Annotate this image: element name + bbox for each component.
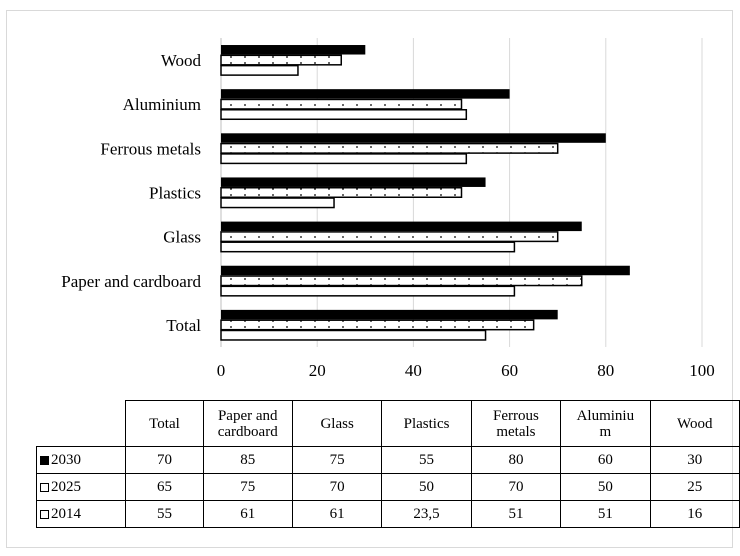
bar-2025: [220, 54, 342, 66]
table-cell: 25: [649, 473, 740, 501]
chart-frame: [6, 10, 733, 548]
col-header-line: cardboard: [217, 423, 278, 440]
x-tick-label: 0: [217, 361, 226, 380]
col-header: Paper and cardboard: [202, 400, 293, 447]
col-header: Wood: [649, 400, 740, 447]
category-label: Plastics: [149, 184, 201, 203]
bar-2014: [220, 109, 468, 121]
legend-cell: 2030: [35, 446, 127, 474]
table-row: 2014 55 61 61 23,5 51 51 16: [35, 500, 740, 528]
table-cell: 75: [202, 473, 293, 501]
legend-key-hollow: [40, 483, 49, 492]
data-table: Total Paper and cardboard Glass Plastics …: [35, 400, 740, 528]
col-header: Glass: [291, 400, 383, 447]
table-cell: 51: [560, 500, 651, 528]
legend-key-solid: [40, 456, 49, 465]
table-cell: 75: [291, 446, 383, 474]
bar-2025: [220, 98, 463, 110]
category-label: Ferrous metals: [100, 139, 201, 158]
x-tick-label: 20: [309, 361, 326, 380]
col-header: Aluminiu m: [560, 400, 651, 447]
bar-2025: [220, 187, 463, 198]
x-tick-label: 80: [597, 361, 614, 380]
legend-key-hollow: [40, 510, 49, 519]
table-cell: 70: [125, 446, 204, 474]
table-cell: 51: [470, 500, 562, 528]
category-label: Glass: [163, 228, 201, 247]
bar-2025: [220, 275, 583, 287]
col-header: Ferrous metals: [470, 400, 562, 447]
table-cell: 70: [470, 473, 562, 501]
series-label: 2030: [51, 452, 81, 468]
table-row: 2030 70 85 75 55 80 60 30: [35, 446, 740, 474]
table-corner: [36, 400, 127, 447]
series-label: 2025: [51, 479, 81, 495]
category-label: Wood: [161, 51, 202, 70]
bar-2014: [220, 241, 516, 253]
category-label: Total: [166, 316, 201, 335]
table-cell: 61: [202, 500, 293, 528]
bar-2030: [221, 177, 486, 187]
bar-2030: [221, 265, 630, 276]
bar-2014: [220, 153, 468, 165]
bar-2014: [220, 329, 487, 341]
table-cell: 70: [291, 473, 383, 501]
col-header: Total: [125, 400, 204, 447]
bar-2030: [221, 221, 582, 232]
x-tick-label: 40: [405, 361, 422, 380]
table-cell: 80: [470, 446, 562, 474]
table-cell: 50: [560, 473, 651, 501]
table-cell: 30: [649, 446, 740, 474]
category-label: Paper and cardboard: [61, 272, 201, 291]
category-label: Aluminium: [123, 95, 201, 114]
bar-2025: [220, 142, 559, 154]
legend-cell: 2014: [35, 500, 127, 528]
bar-2030: [221, 133, 606, 143]
table-cell: 55: [125, 500, 204, 528]
series-label: 2014: [51, 506, 81, 522]
bar-2030: [221, 309, 558, 320]
bar-2025: [220, 319, 535, 331]
bar-2030: [221, 45, 366, 55]
x-tick-label: 100: [689, 361, 715, 380]
table-row: 2025 65 75 70 50 70 50 25: [35, 473, 740, 501]
table-cell: 16: [649, 500, 740, 528]
table-cell: 23,5: [381, 500, 472, 528]
table-cell: 60: [560, 446, 651, 474]
col-header-line: Aluminiu: [576, 407, 635, 424]
table-cell: 65: [125, 473, 204, 501]
bar-chart: Total Paper and cardboard Glass Plastics Fer…: [61, 38, 715, 380]
table-cell: 85: [202, 446, 293, 474]
bar-2014: [220, 197, 335, 209]
bar-2014: [220, 64, 299, 76]
col-header: Plastics: [381, 400, 472, 447]
col-header-line: metals: [496, 423, 536, 440]
bar-2025: [220, 231, 559, 243]
legend-cell: 2025: [35, 473, 127, 501]
bar-2014: [220, 285, 516, 297]
col-header-line: Paper and: [217, 407, 278, 424]
col-header-line: Ferrous: [493, 407, 539, 424]
table-cell: 61: [291, 500, 383, 528]
table-cell: 50: [381, 473, 472, 501]
col-header-line: m: [599, 423, 612, 440]
table-header-row: Total Paper and cardboard Glass Plastics …: [36, 400, 740, 447]
bar-2030: [221, 89, 510, 99]
table-cell: 55: [381, 446, 472, 474]
x-tick-label: 60: [501, 361, 518, 380]
